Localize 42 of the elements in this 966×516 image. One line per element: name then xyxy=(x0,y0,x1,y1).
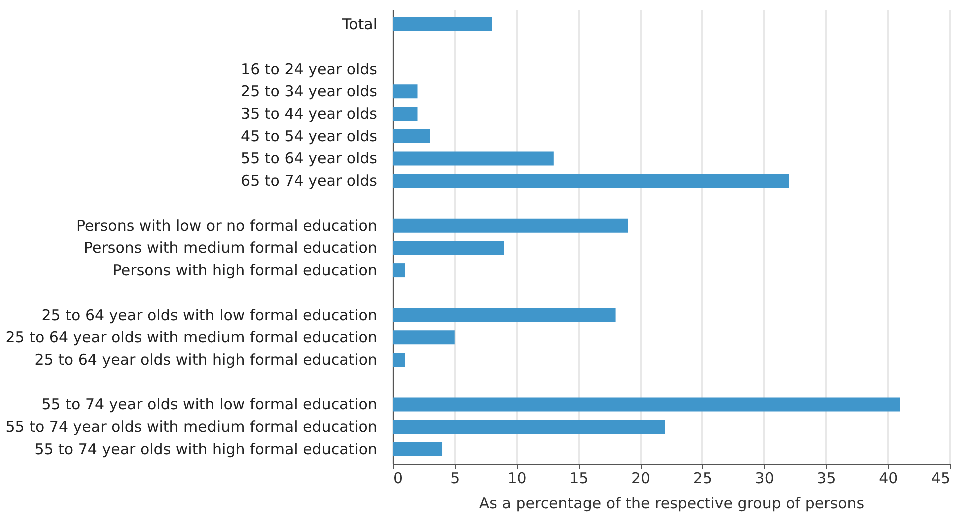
y-tick-label: 25 to 64 year olds with medium formal education xyxy=(6,328,378,347)
bar xyxy=(393,308,616,322)
bar xyxy=(393,174,790,188)
bar xyxy=(393,442,443,456)
bar xyxy=(393,18,492,32)
bar xyxy=(393,106,418,121)
x-tick-label: 45 xyxy=(931,470,950,488)
y-tick-label: Persons with low or no formal education xyxy=(76,216,378,235)
bar xyxy=(393,398,900,412)
bar xyxy=(393,241,504,256)
y-tick-label: 65 to 74 year olds xyxy=(241,172,378,190)
x-axis-title: As a percentage of the respective group of persons xyxy=(479,494,865,512)
x-tick-label: 10 xyxy=(508,470,527,488)
y-tick-label: 55 to 64 year olds xyxy=(241,150,378,168)
y-tick-label: 45 to 54 year olds xyxy=(241,127,378,146)
bar xyxy=(393,353,406,368)
x-tick-label: 35 xyxy=(817,470,836,488)
bar xyxy=(393,84,418,99)
y-tick-label: 25 to 34 year olds xyxy=(241,82,378,101)
y-tick-label: 55 to 74 year olds with medium formal education xyxy=(6,418,378,436)
x-tick-label: 25 xyxy=(693,470,712,488)
y-tick-label: 25 to 64 year olds with low formal education xyxy=(42,306,378,324)
y-tick-label: 35 to 44 year olds xyxy=(241,104,378,123)
x-tick-label: 30 xyxy=(755,470,774,488)
bar xyxy=(393,330,455,345)
y-tick-label: Persons with high formal education xyxy=(112,262,378,280)
y-tick-label: 16 to 24 year olds xyxy=(241,60,378,78)
x-tick-label: 15 xyxy=(570,470,589,488)
x-tick-label: 5 xyxy=(450,470,460,488)
x-tick-label: 40 xyxy=(879,470,898,488)
y-tick-label: Persons with medium formal education xyxy=(84,239,378,258)
bar xyxy=(393,152,554,166)
bar xyxy=(393,129,430,144)
bar xyxy=(393,420,666,434)
y-tick-label: Total xyxy=(341,16,378,34)
y-tick-label: 55 to 74 year olds with high formal education xyxy=(34,440,378,458)
y-tick-label: 25 to 64 year olds with high formal education xyxy=(34,351,378,370)
y-tick-label: 55 to 74 year olds with low formal education xyxy=(42,396,378,414)
bar xyxy=(393,218,628,233)
x-tick-label: 20 xyxy=(632,470,651,488)
x-tick-label: 0 xyxy=(394,470,404,488)
bar xyxy=(393,264,406,278)
